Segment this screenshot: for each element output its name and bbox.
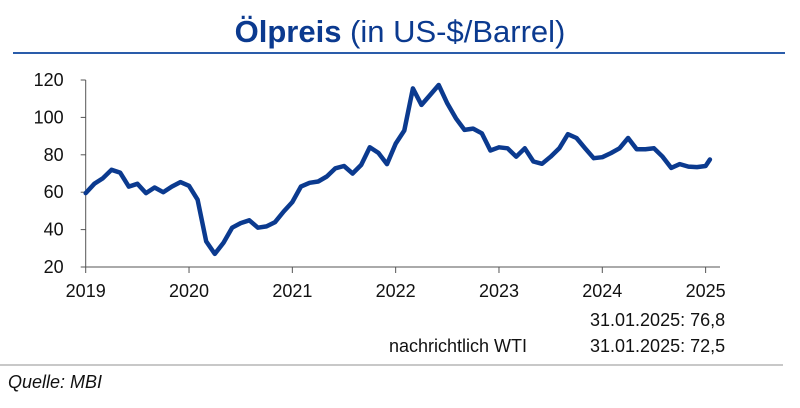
chart-title: Ölpreis (in US-$/Barrel) xyxy=(0,14,800,50)
y-tick-label: 20 xyxy=(44,257,64,277)
x-axis-ticks: 2019 2020 2021 2022 2023 2024 2025 xyxy=(66,267,726,301)
title-divider xyxy=(13,52,785,54)
y-tick-label: 100 xyxy=(34,107,64,127)
axes xyxy=(85,80,720,268)
y-tick-label: 120 xyxy=(34,70,64,90)
x-tick-label: 2021 xyxy=(272,281,312,301)
annotation-brent: 31.01.2025: 76,8 xyxy=(590,310,726,330)
y-tick-label: 40 xyxy=(44,220,64,240)
x-tick-label: 2022 xyxy=(376,281,416,301)
annotation-wti: 31.01.2025: 72,5 xyxy=(590,336,726,356)
annotation-wti-label: nachrichtlich WTI xyxy=(389,336,528,356)
x-tick-label: 2024 xyxy=(582,281,622,301)
y-tick-label: 80 xyxy=(44,145,64,165)
y-axis-ticks: 20 40 60 80 100 120 xyxy=(34,70,86,277)
title-bold: Ölpreis xyxy=(234,14,342,49)
x-tick-label: 2019 xyxy=(66,281,106,301)
footer-divider xyxy=(0,364,783,366)
x-tick-label: 2023 xyxy=(479,281,519,301)
series-line-oil-price xyxy=(83,82,713,257)
title-rest: (in US-$/Barrel) xyxy=(341,14,566,49)
y-tick-label: 60 xyxy=(44,182,64,202)
x-tick-label: 2025 xyxy=(686,281,726,301)
x-tick-label: 2020 xyxy=(169,281,209,301)
source-note: Quelle: MBI xyxy=(8,372,103,392)
